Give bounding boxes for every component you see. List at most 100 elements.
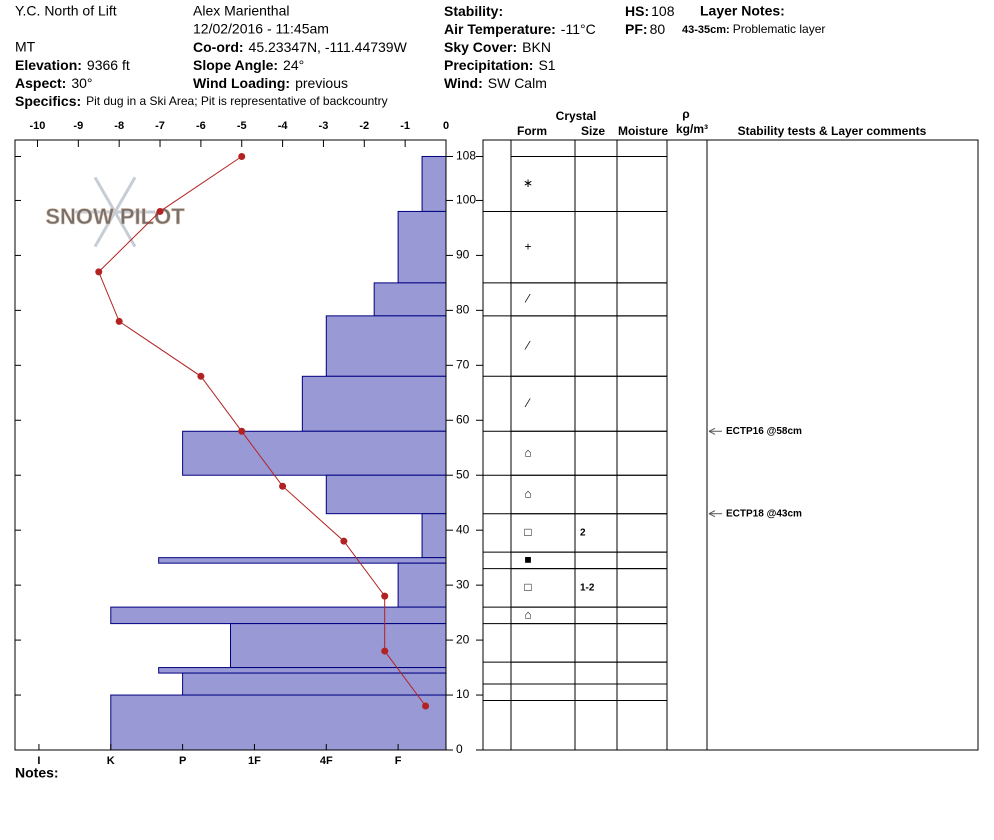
hardness-bar [158,667,447,674]
hardness-bar [421,155,447,212]
hardness-bar [230,623,447,669]
hardness-tick-label: P [179,755,186,767]
header-field: Air Temperature: -11°C [444,21,596,37]
column-header: Size [581,124,605,138]
temp-tick-label: -2 [359,120,369,132]
temperature-point [381,647,389,655]
field-value: 9366 ft [87,57,130,73]
temp-tick-label: -8 [114,120,124,132]
hardness-tick-label: 4F [320,755,333,767]
field-value: 80 [650,21,666,37]
hardness-bar [421,513,447,559]
field-label: Co-ord: [193,39,244,55]
test-arrowhead [708,427,716,435]
grain-form: ■ [524,553,531,567]
test-label: ECTP18 @43cm [726,508,802,519]
layer-note: 43-35cm: Problematic layer [682,22,825,36]
depth-tick-label: 90 [456,248,470,262]
temperature-point [95,268,103,276]
grain-form: ⌂ [524,445,531,459]
field-label: Slope Angle: [193,57,278,73]
hardness-bar [182,430,447,476]
datetime: 12/02/2016 - 11:45am [193,21,329,37]
temperature-point [340,537,348,545]
density-unit: kg/m³ [676,122,708,136]
grain-form: ⌂ [524,608,531,622]
column-header: Moisture [618,124,668,138]
hardness-bar [110,606,447,625]
field-value: 108 [651,3,675,19]
hardness-bar [325,315,447,377]
comments-header: Stability tests & Layer comments [738,124,927,138]
temperature-point [238,427,246,435]
depth-tick-label: 108 [456,149,476,163]
field-label: Wind Loading: [193,75,290,91]
state: MT [15,39,36,55]
plot-frame [14,139,447,751]
specifics-value: Pit dug in a Ski Area; Pit is representa… [86,94,388,108]
depth-tick-label: 20 [456,632,470,646]
grain-size: 1-2 [580,583,595,594]
grain-form: ∗ [523,176,533,190]
hardness-bar [397,562,447,608]
temperature-point [279,482,287,490]
depth-tick-label: 40 [456,522,470,536]
header-field: Wind Loading: previous [193,75,348,91]
snowflake-arm [113,176,137,213]
header-field: PF: 80 [625,21,665,37]
depth-tick-label: 80 [456,303,470,317]
grain-form: ⌂ [524,487,531,501]
temp-tick-label: 0 [443,120,449,132]
header-field: Elevation: 9366 ft [15,57,130,73]
header-field: Precipitation: S1 [444,57,556,73]
field-label: Sky Cover: [444,39,517,55]
grain-form: + [524,239,531,253]
location: Y.C. North of Lift [15,3,117,19]
field-label: Wind: [444,75,483,91]
temp-tick-label: -5 [237,120,247,132]
field-label: PF: [625,21,648,37]
header-field: HS: 108 [625,3,675,19]
temperature-point [197,372,205,380]
header-field: Slope Angle: 24° [193,57,304,73]
temperature-point [238,152,246,160]
hardness-bar [301,375,447,432]
temp-tick-label: -1 [400,120,410,132]
temp-tick-label: -6 [196,120,206,132]
hardness-bar [397,210,447,284]
depth-tick-label: 30 [456,577,470,591]
hardness-bar [325,474,447,515]
grain-form: □ [524,580,531,594]
specifics-label: Specifics: [15,93,81,109]
hardness-tick-label: F [395,755,402,767]
grain-form: □ [524,525,531,539]
grain-form: ⁄ [524,338,531,352]
field-label: Precipitation: [444,57,533,73]
watermark: SNOW PILOT [45,176,186,248]
hardness-bar [158,557,447,564]
table-frame [482,139,979,751]
field-label: Air Temperature: [444,21,556,37]
field-value: S1 [538,57,555,73]
temp-tick-label: -4 [278,120,289,132]
layer-note-range: 43-35cm: [682,24,730,36]
test-label: ECTP16 @58cm [726,426,802,437]
grain-form: ⁄ [524,396,531,410]
snowflake-arm [113,211,137,248]
field-value: previous [295,75,348,91]
temp-tick-label: -3 [319,120,329,132]
field-value: SW Calm [488,75,547,91]
temperature-point [422,702,430,710]
depth-tick-label: 70 [456,357,470,371]
test-arrowhead [708,510,716,518]
temperature-point [156,207,164,215]
hardness-bar [110,694,447,751]
layer-notes-label: Layer Notes: [700,3,785,19]
temp-tick-label: -9 [73,120,83,132]
layer-note-text: Problematic layer [733,22,826,36]
hardness-tick-label: I [37,755,40,767]
hardness-tick-label: 1F [248,755,261,767]
grain-form: ⁄ [524,292,531,306]
temperature-point [115,317,123,325]
